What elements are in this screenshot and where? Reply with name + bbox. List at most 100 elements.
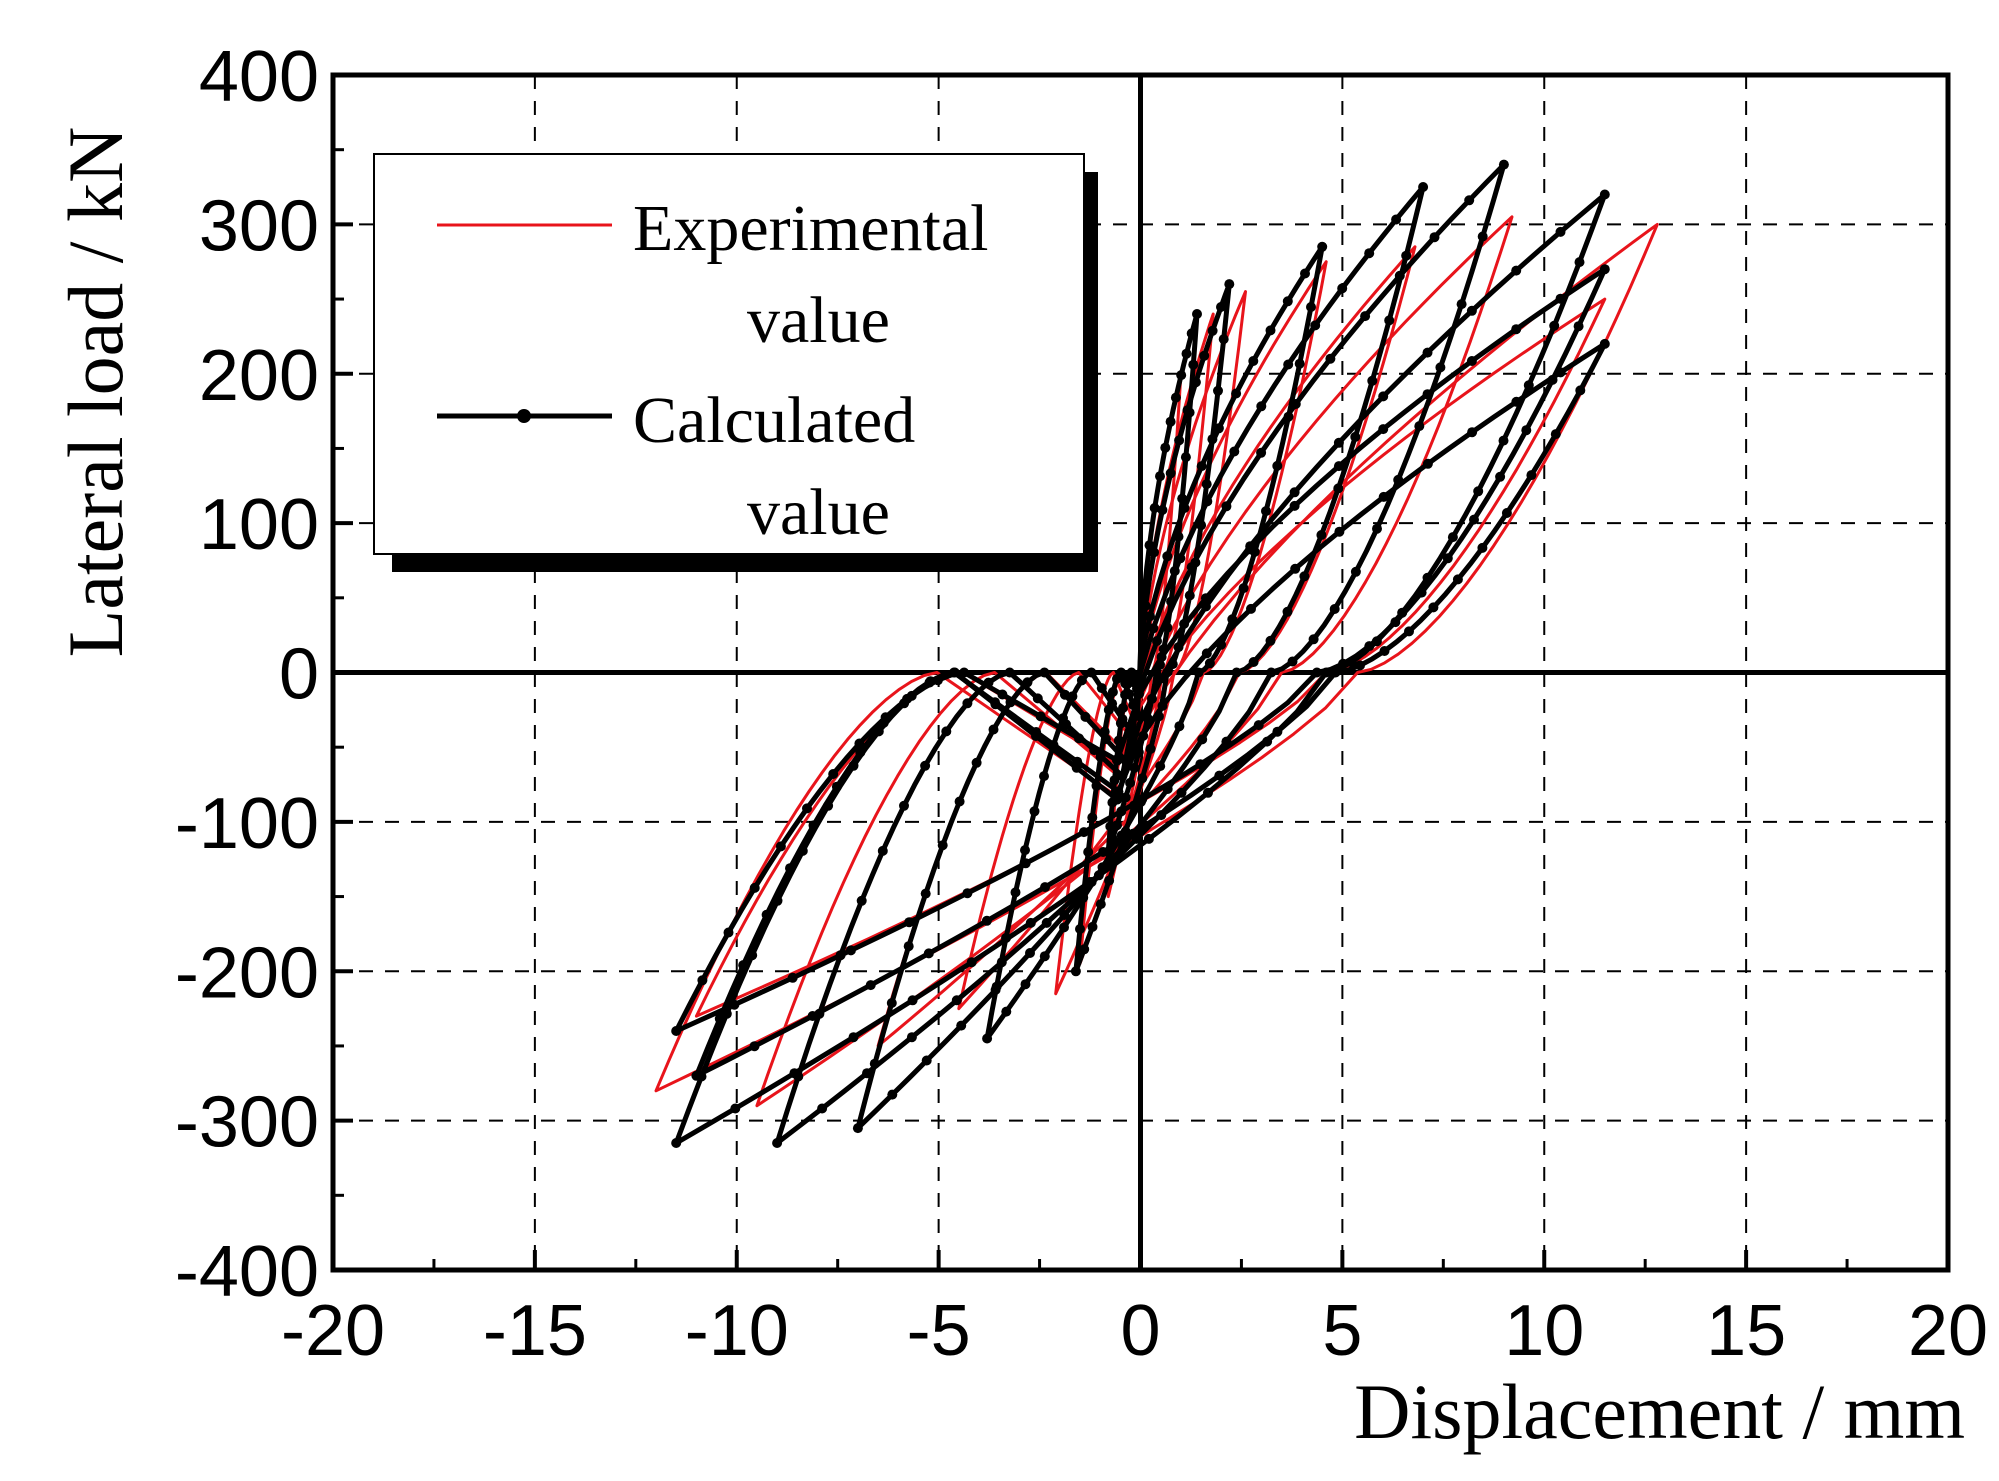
calculated-point [1498,435,1509,446]
calculated-point [956,1020,967,1031]
calculated-point [1511,265,1522,276]
calculated-point [1025,948,1035,958]
calculated-point [1253,720,1264,731]
x-tick-label: 20 [1908,1291,1988,1371]
y-tick-label: 300 [199,186,319,266]
calculated-point [1329,604,1340,614]
calculated-point [1190,377,1201,388]
legend-box [373,153,1085,555]
calculated-point [920,888,931,899]
calculated-point [1290,399,1301,409]
calculated-point [1294,358,1305,369]
calculated-point [1334,526,1345,537]
calculated-point [1308,634,1319,645]
calculated-point [1282,606,1293,617]
calculated-point [1059,922,1069,933]
calculated-point [1072,756,1083,767]
calculated-point [1555,367,1566,378]
calculated-point [1148,623,1159,634]
calculated-point [1391,214,1402,225]
calculated-point [1401,250,1412,261]
calculated-point [1422,347,1433,358]
calculated-point [1186,328,1197,339]
calculated-point [1083,847,1094,857]
calculated-point [1200,601,1211,612]
calculated-point [1145,611,1155,622]
calculated-point [865,980,876,991]
calculated-point [1131,833,1142,844]
calculated-point [1192,309,1202,319]
calculated-point [1156,810,1167,821]
calculated-point [1599,189,1610,200]
x-tick-label: -5 [907,1291,971,1371]
calculated-point [1495,471,1506,482]
calculated-point [1477,542,1488,553]
calculated-point [990,697,1000,708]
calculated-point [852,1123,863,1134]
calculated-point [1265,635,1276,646]
calculated-point [954,796,965,807]
calculated-point [1181,348,1192,359]
calculated-point [1429,232,1440,243]
calculated-point [1074,733,1084,744]
calculated-point [1549,320,1560,331]
calculated-point [1117,714,1128,725]
calculated-point [1199,350,1210,361]
calculated-point [1204,658,1215,669]
calculated-point [1435,362,1446,373]
calculated-point [1272,726,1283,737]
calculated-point [1464,195,1475,206]
calculated-point [1070,966,1081,977]
calculated-point [1039,667,1050,678]
calculated-point [749,1041,760,1052]
legend-experimental-line1: Experimental [633,192,989,265]
calculated-point [1174,721,1185,732]
calculated-point [1306,302,1316,312]
calculated-point [1207,325,1218,336]
calculated-point [697,975,708,986]
calculated-point [1197,734,1208,745]
calculated-point [899,800,909,811]
calculated-point [714,1013,725,1024]
calculated-point [1511,396,1522,407]
calculated-point [1282,296,1293,307]
y-axis-label: Lateral load / kN [52,127,139,658]
calculated-point [775,841,786,852]
calculated-point [1371,636,1382,647]
calculated-point [902,693,913,704]
y-tick-label: -300 [175,1083,319,1163]
calculated-point [1330,667,1341,678]
calculated-point [1188,359,1199,370]
calculated-point [854,738,865,749]
calculated-point [1165,468,1176,479]
calculated-point [1310,320,1321,331]
calculated-point [1422,458,1433,469]
calculated-point [1418,182,1429,192]
x-axis-label: Displacement / mm [1354,1368,1965,1455]
calculated-point [996,957,1007,968]
calculated-point [1156,673,1167,684]
calculated-point [1466,305,1477,316]
x-tick-label: -20 [281,1291,385,1371]
calculated-point [749,882,760,893]
calculated-point [941,726,952,737]
calculated-point [1112,755,1123,766]
calculated-point [1145,743,1156,754]
calculated-point [1333,461,1344,472]
calculated-point [937,840,948,851]
calculated-point [1526,470,1537,481]
calculated-point [903,941,914,952]
calculated-point [1317,241,1328,252]
calculated-point [1203,787,1213,798]
calculated-point [907,995,918,1006]
calculated-point [1156,652,1167,662]
calculated-point [1550,429,1561,440]
calculated-point [1152,636,1162,646]
experimental-loop [654,222,1659,1093]
calculated-point [1174,435,1185,446]
calculated-point [886,998,897,1008]
calculated-point [1466,356,1477,366]
calculated-point [1467,427,1478,438]
calculated-point [1469,514,1479,525]
